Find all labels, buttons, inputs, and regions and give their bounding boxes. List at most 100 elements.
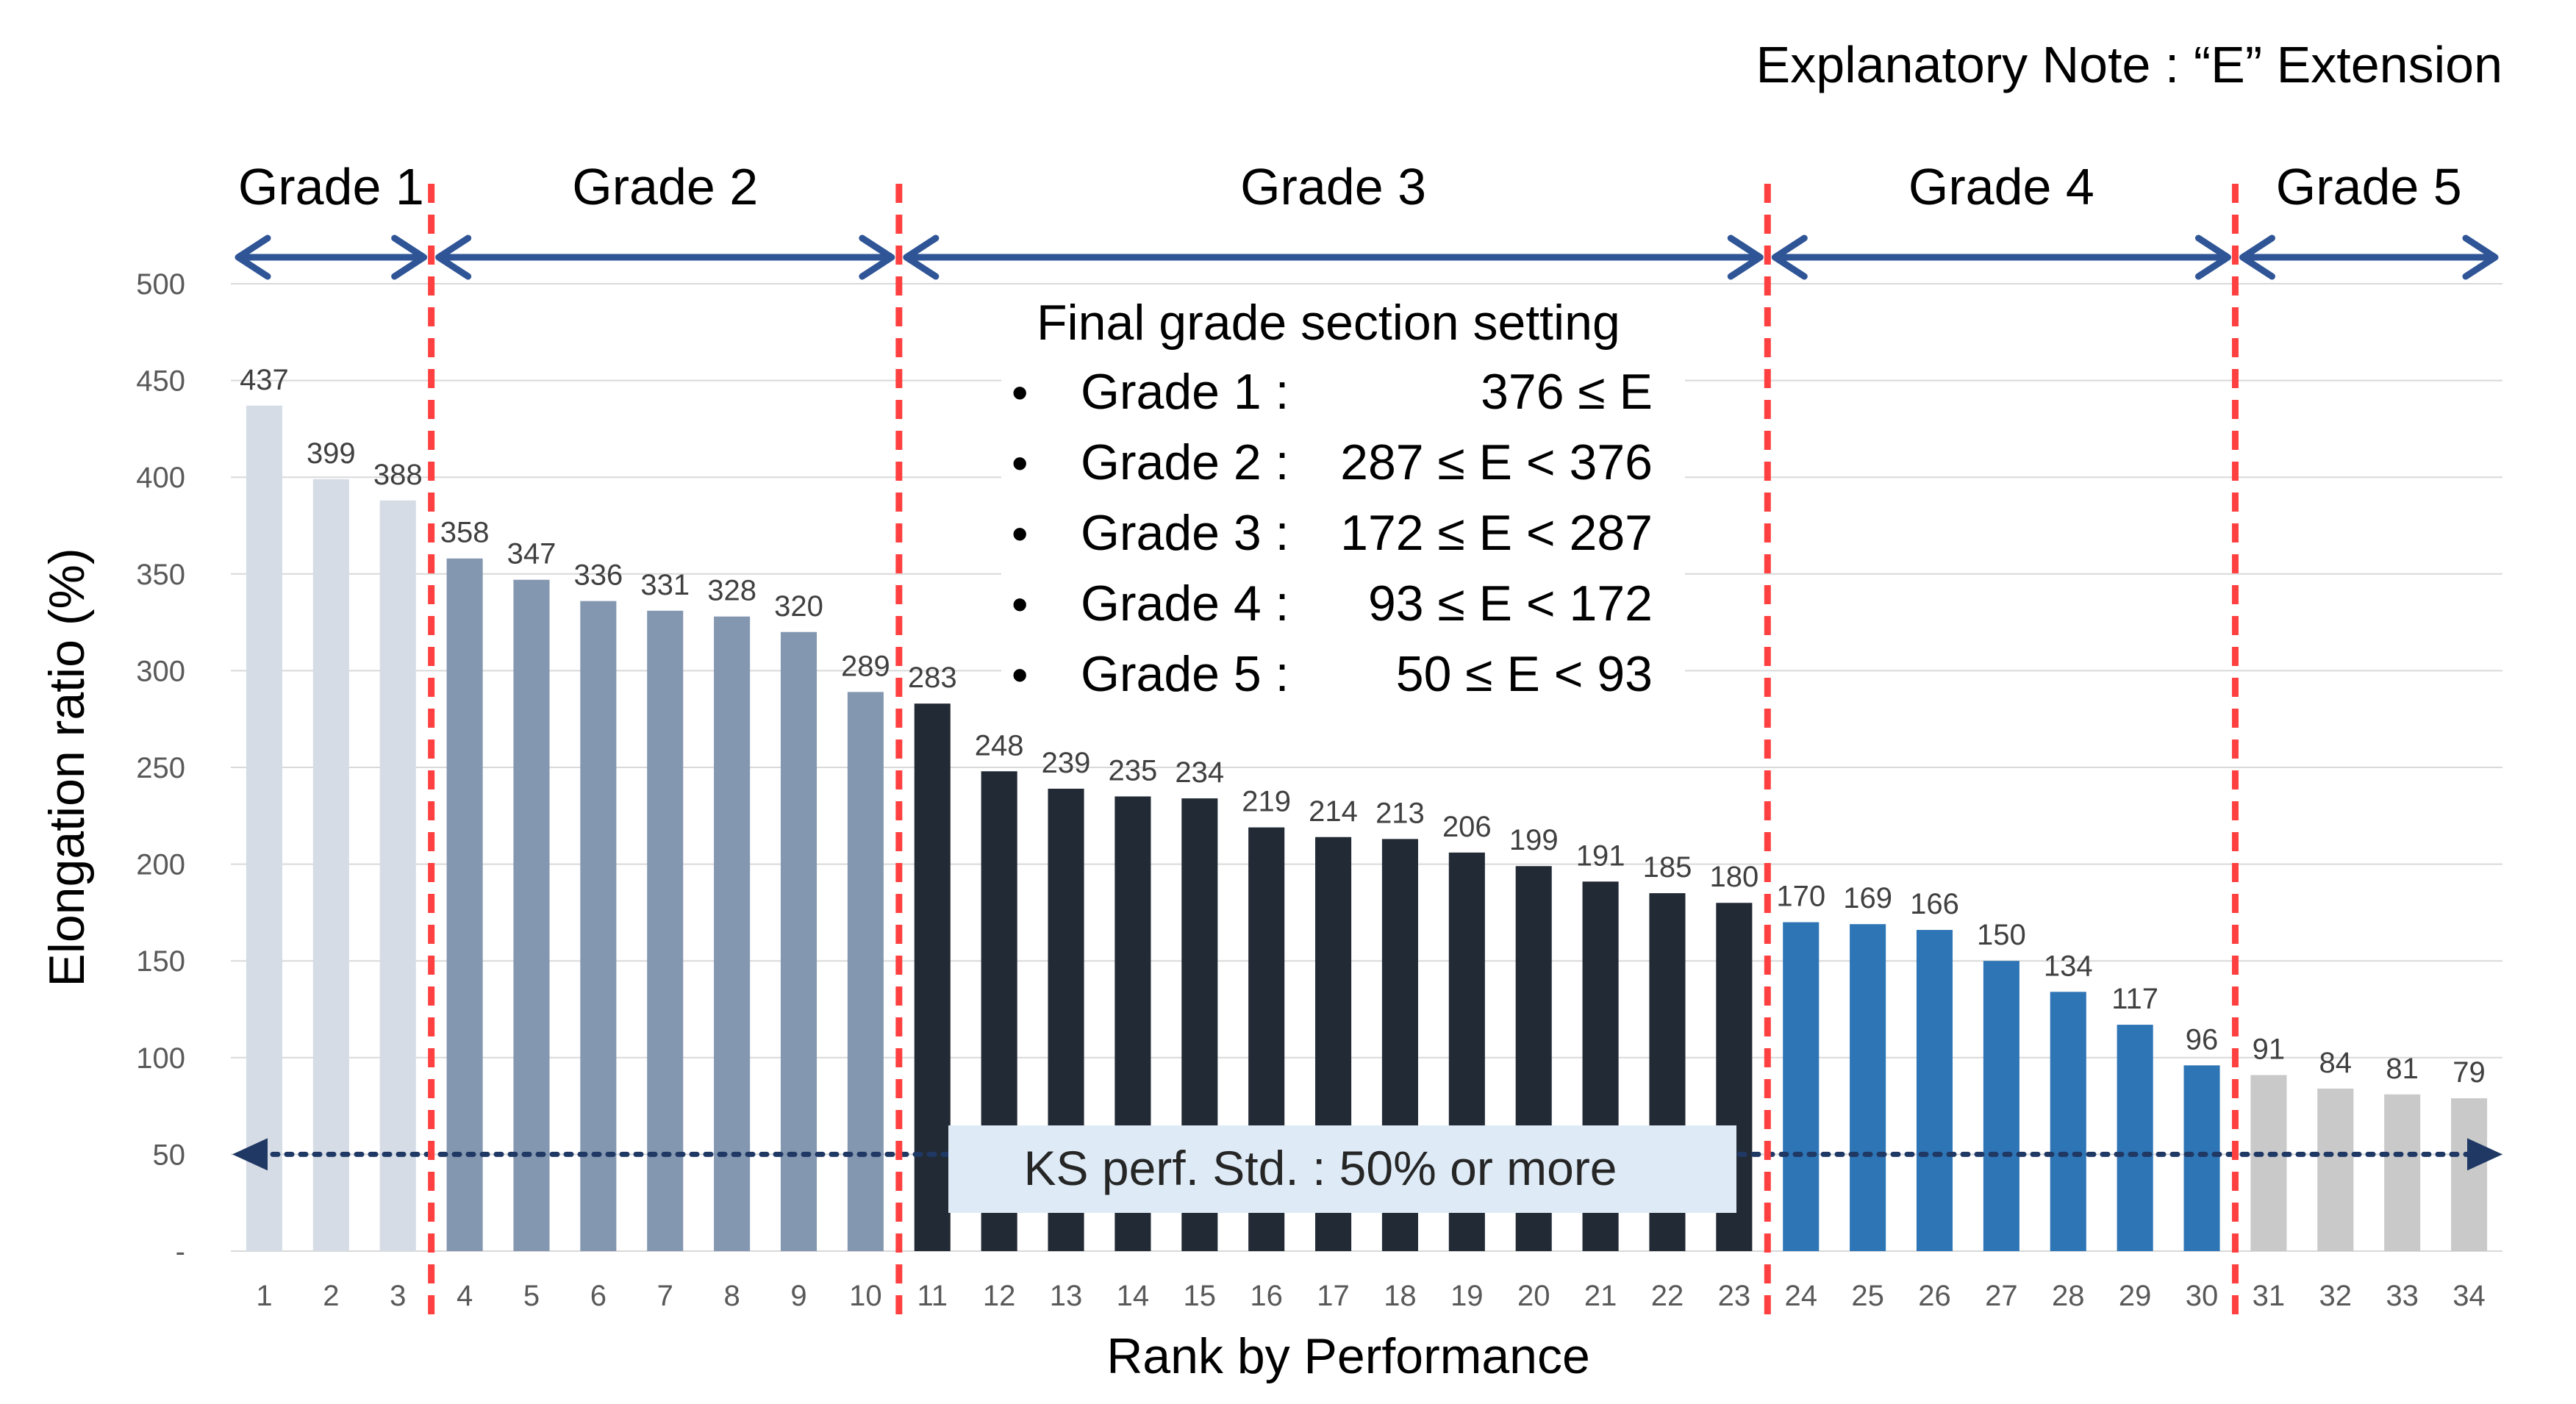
bar-value-label: 214 [1309,795,1358,828]
bar-value-label: 328 [707,575,756,607]
bar-value-label: 180 [1709,861,1759,893]
y-tick-label: 50 [153,1139,186,1171]
x-tick-label: 11 [917,1280,948,1312]
grade-arrow-head-right [859,234,895,280]
x-tick-label: 16 [1250,1280,1283,1312]
bar [580,601,617,1251]
y-axis-ticks: - 50 100 150 200 250 300 350 400 450 500 [136,268,185,1268]
x-tick-label: 21 [1584,1280,1617,1312]
x-tick-label: 12 [983,1280,1016,1312]
bar-value-label: 437 [240,364,289,396]
grade-arrow-head-right [2194,234,2231,280]
y-tick-label: 450 [136,365,185,398]
bar-value-label: 388 [373,459,423,491]
bar [847,692,884,1251]
bar-value-label: 283 [908,662,957,694]
criteria-background [1001,288,1685,725]
x-tick-label: 31 [2253,1280,2286,1312]
x-tick-label: 9 [790,1280,806,1312]
x-tick-label: 24 [1784,1280,1817,1312]
y-tick-label: 200 [136,849,185,881]
grade-label: Grade 2 [572,158,758,215]
criteria-bullet: • [1012,437,1028,490]
bar-value-label: 199 [1509,824,1559,856]
grade-arrow-head-left [2239,234,2275,280]
criteria-bullet: • [1012,578,1028,631]
bar-value-label: 79 [2452,1056,2486,1089]
x-tick-label: 7 [657,1280,673,1312]
criteria-title: Final grade section setting [1037,295,1620,351]
x-tick-label: 30 [2186,1280,2219,1312]
x-tick-label: 33 [2386,1280,2419,1312]
bar [1916,930,1953,1251]
x-tick-label: 20 [1517,1280,1550,1312]
x-tick-label: 3 [390,1280,406,1312]
bar [379,500,416,1251]
grade-boundaries [428,184,2239,1326]
ks-reference-arrow-left [232,1138,268,1171]
bar-value-label: 320 [774,590,823,623]
criteria-grade: Grade 2 : [1081,434,1289,490]
bar-value-label: 358 [440,517,490,549]
x-tick-label: 15 [1184,1280,1217,1312]
y-tick-label: 350 [136,559,185,591]
bar [312,479,349,1251]
criteria-range: 93 ≤ E < 172 [1368,576,1653,631]
x-tick-label: 14 [1117,1280,1150,1312]
grade-label: Grade 3 [1240,158,1426,215]
x-tick-label: 5 [523,1280,540,1312]
bar-value-label: 191 [1576,839,1625,872]
criteria-grade: Grade 5 : [1081,646,1289,702]
bar-value-label: 96 [2186,1023,2219,1056]
criteria-bullet: • [1012,366,1028,419]
x-tick-label: 4 [457,1280,473,1312]
ks-reference-box [948,1125,1736,1213]
grade-label: Grade 4 [1908,158,2094,215]
bar-value-label: 219 [1242,786,1291,818]
bar-value-label: 84 [2319,1047,2353,1079]
bar [2250,1075,2287,1251]
grade-arrow-head-left [903,234,940,280]
bars [246,405,2488,1252]
bar-value-label: 81 [2386,1053,2419,1085]
y-axis-label: Elongation ratio (%) [39,548,95,986]
y-tick-label: 250 [136,752,185,784]
bar-value-label: 206 [1442,811,1492,843]
criteria-range: 376 ≤ E [1481,364,1653,420]
criteria-box: Final grade section setting • Grade 1 : 37… [1001,288,1685,725]
bar-value-label: 336 [573,559,623,592]
criteria-range: 172 ≤ E < 287 [1340,505,1653,561]
criteria-bullet: • [1012,507,1028,560]
y-tick-label: - [176,1236,185,1268]
x-tick-label: 19 [1450,1280,1484,1312]
x-tick-label: 8 [723,1280,740,1312]
x-tick-label: 1 [256,1280,272,1312]
grade-label: Grade 1 [238,158,424,215]
ks-reference-label: KS perf. Std. : 50% or more [1023,1141,1617,1195]
bar [2117,1025,2153,1251]
criteria-grade: Grade 1 : [1081,364,1289,420]
bar [513,579,550,1251]
bar-value-label: 91 [2253,1033,2286,1065]
x-tick-label: 27 [1985,1280,2018,1312]
grade-arrow-head-left [435,234,472,280]
criteria-grade: Grade 4 : [1081,576,1289,631]
bar-value-label: 331 [640,569,690,601]
bar [1850,924,1886,1251]
y-tick-label: 300 [136,655,185,687]
bar [2317,1088,2354,1251]
bar [647,610,684,1251]
y-tick-label: 150 [136,945,185,978]
bar-value-label: 170 [1776,881,1825,913]
x-tick-label: 26 [1918,1280,1951,1312]
grade-arrow-head-right [2462,234,2499,280]
grade-arrows: Grade 1 Grade 2 Grade 3 Grade 4 Grade 5 [235,158,2499,280]
x-tick-label: 17 [1317,1280,1350,1312]
bar [914,703,951,1251]
bar-value-label: 289 [841,650,890,682]
x-tick-label: 13 [1050,1280,1083,1312]
bar [2183,1065,2220,1251]
bar-value-label: 117 [2111,983,2158,1015]
x-axis-label: Rank by Performance [1106,1328,1590,1384]
grade-label: Grade 5 [2276,158,2462,215]
